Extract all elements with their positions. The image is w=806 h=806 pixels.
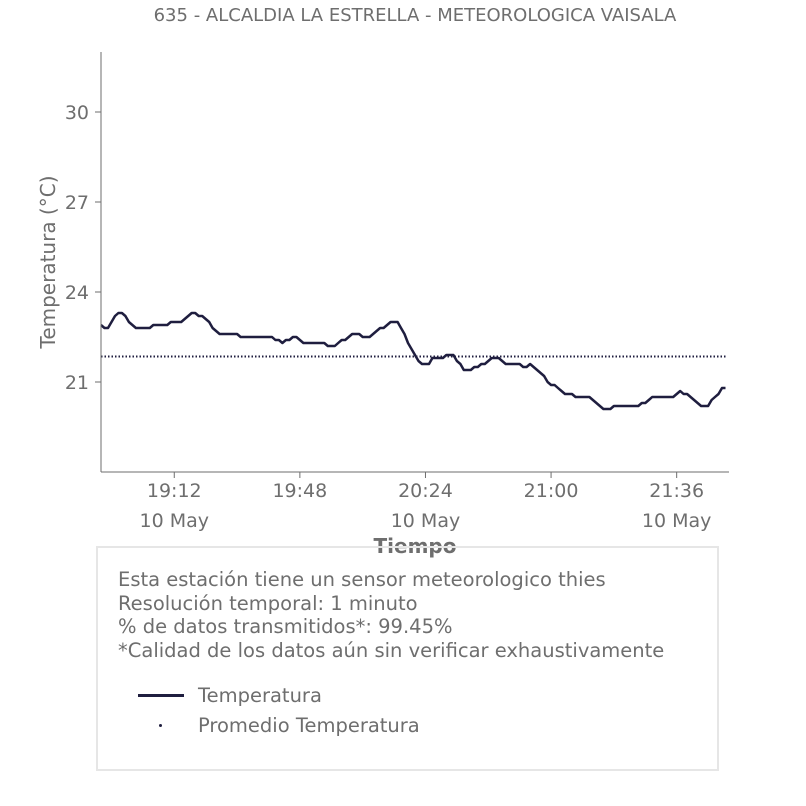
y-axis-ticks: 21 24 27 30	[65, 102, 101, 394]
plot-area	[100, 311, 726, 411]
x-tick-date-label: 10 May	[642, 510, 712, 532]
y-tick-label: 24	[65, 282, 89, 304]
y-tick-label: 21	[65, 372, 89, 394]
info-sensor-line: Esta estación tiene un sensor meteorolog…	[118, 568, 606, 591]
x-tick-label: 19:48	[272, 480, 327, 502]
y-tick-label: 30	[65, 102, 89, 124]
info-transmitted-line: % de datos transmitidos*: 99.45%	[118, 615, 453, 638]
y-axis-label: Temperatura (°C)	[36, 175, 60, 349]
x-tick-date-label: 10 May	[140, 510, 210, 532]
x-tick-date-label: 10 May	[391, 510, 461, 532]
legend-label: Temperatura	[198, 683, 322, 707]
chart-title: 635 - ALCALDIA LA ESTRELLA - METEOROLOGI…	[154, 5, 677, 26]
dotted-line-swatch	[138, 715, 184, 735]
y-tick-label: 27	[65, 192, 89, 214]
info-resolution-line: Resolución temporal: 1 minuto	[118, 591, 418, 615]
x-axis-ticks: 19:12 10 May 19:48 20:24 10 May 21:00 21:36 10 …	[140, 472, 712, 532]
series-temperatura-line	[100, 311, 726, 411]
legend-label: Promedio Temperatura	[198, 713, 420, 737]
x-tick-label: 20:24	[398, 480, 453, 502]
solid-line-swatch	[138, 685, 184, 705]
x-tick-label: 21:00	[524, 480, 579, 502]
info-quality-line: *Calidad de los datos aún sin verificar …	[118, 638, 665, 662]
x-tick-label: 19:12	[147, 480, 202, 502]
chart-legend: Temperatura Promedio Temperatura	[138, 680, 420, 740]
x-tick-label: 21:36	[649, 480, 704, 502]
legend-item-temperatura: Temperatura	[138, 680, 420, 710]
station-info: Esta estación tiene un sensor meteorolog…	[118, 568, 664, 662]
legend-item-promedio: Promedio Temperatura	[138, 710, 420, 740]
info-box: Esta estación tiene un sensor meteorolog…	[96, 546, 719, 771]
